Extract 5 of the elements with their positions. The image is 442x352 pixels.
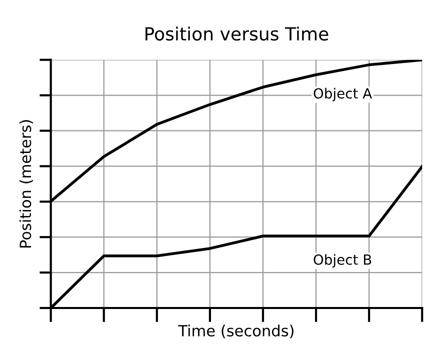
chart-title: Position versus Time <box>146 26 328 41</box>
x-axis-title: Time (seconds) <box>178 324 294 338</box>
y-axis-title: Position (meters) <box>19 120 33 248</box>
series-label: Object A <box>314 88 372 102</box>
series-label: Object B <box>314 254 372 268</box>
